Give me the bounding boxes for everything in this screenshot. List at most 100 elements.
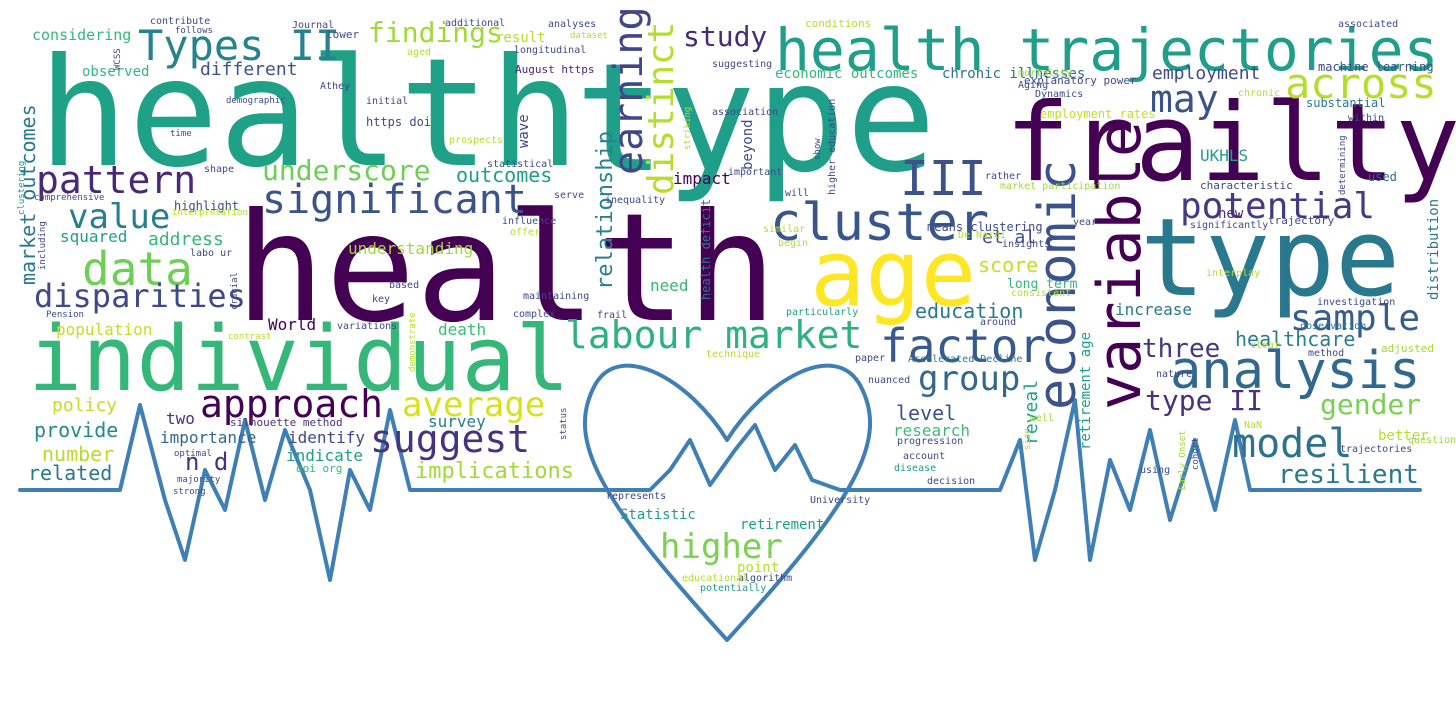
word: strong — [173, 487, 206, 497]
word: cluster — [770, 193, 989, 253]
word: optimal — [174, 449, 212, 459]
word: indicate — [286, 446, 363, 465]
word: different — [200, 59, 298, 80]
word: chronic — [1238, 88, 1280, 99]
word: means clustering — [927, 220, 1043, 234]
word: study — [683, 20, 767, 53]
word: interpretation — [172, 208, 248, 218]
word: statistical — [487, 159, 553, 170]
word: clustering — [17, 161, 27, 215]
word: employment — [1152, 63, 1260, 84]
word: status — [559, 407, 569, 440]
word: silhouette method — [230, 416, 343, 429]
word: type — [575, 32, 936, 206]
word: policy — [52, 395, 117, 416]
word: better — [1378, 428, 1429, 444]
word: determining — [1338, 135, 1348, 195]
word: year — [1073, 217, 1097, 228]
word: used — [1368, 170, 1397, 184]
word: retirement age — [1078, 332, 1094, 450]
word: chronic illnesses — [942, 66, 1085, 82]
word: score — [978, 253, 1038, 277]
word: retirement — [740, 517, 824, 533]
word: comprehensive — [34, 193, 104, 203]
word: serve — [554, 190, 584, 201]
word: implications — [415, 459, 574, 484]
word: squared — [60, 227, 127, 246]
word: frailty — [1005, 81, 1456, 206]
word: suggesting — [712, 59, 772, 70]
word: August https — [515, 63, 594, 76]
word: De Nardi — [958, 230, 1006, 241]
word: health — [235, 182, 777, 356]
word: population — [56, 320, 152, 339]
word: findings — [368, 16, 503, 49]
word: insights — [1002, 239, 1050, 250]
word: clear — [1250, 340, 1280, 351]
word: based — [389, 280, 419, 291]
word: pattern — [36, 158, 196, 202]
word: labo ur — [190, 248, 232, 259]
word: Accelerated Decline — [908, 354, 1022, 365]
word: individual — [28, 307, 570, 412]
word: model — [1232, 421, 1352, 467]
word: III — [900, 151, 987, 207]
word: progression — [897, 436, 963, 447]
word: provide — [34, 418, 118, 442]
word: complex — [513, 309, 555, 320]
word: Types II — [138, 21, 340, 70]
heart-outline — [582, 363, 873, 642]
word: begin — [778, 238, 808, 249]
word: follows — [175, 26, 213, 36]
word: well — [1030, 413, 1054, 424]
word: et al — [982, 227, 1036, 248]
word: key — [372, 294, 390, 305]
word: account — [903, 451, 945, 462]
word: size — [1023, 428, 1033, 450]
word: doi org — [296, 462, 342, 475]
word: initial — [366, 96, 408, 107]
word: prospects — [449, 135, 503, 146]
word: demographic — [226, 96, 286, 106]
word: question — [1408, 435, 1456, 446]
word: using — [1140, 465, 1170, 476]
word: health trajectories — [775, 16, 1438, 84]
word: factor — [880, 319, 1046, 373]
word: Aging — [1018, 80, 1048, 91]
word: Journal — [292, 20, 334, 31]
word: Athey — [320, 81, 350, 92]
word: outcomes — [456, 163, 552, 187]
word: analyses — [548, 19, 596, 30]
word: cohort — [1191, 437, 1201, 470]
word: understanding — [348, 239, 473, 258]
word: contribute — [150, 16, 210, 27]
word: adjusted — [1381, 342, 1434, 355]
word: disease — [894, 463, 936, 474]
word: sample — [1290, 298, 1420, 339]
word: disparities — [34, 277, 246, 315]
word: aged — [407, 47, 431, 58]
word: trajectory — [1268, 214, 1335, 227]
word: associated — [1338, 19, 1398, 30]
word: across — [1285, 59, 1437, 108]
word: type — [1140, 196, 1400, 321]
word: show — [813, 138, 823, 160]
word: consistent — [1011, 288, 1071, 299]
word: observation — [1300, 321, 1366, 332]
word: within — [1348, 113, 1384, 124]
word: represents — [606, 491, 666, 502]
word: need — [650, 276, 689, 295]
word: may — [1150, 77, 1219, 121]
word: healthcare — [1235, 327, 1355, 351]
word: new — [1218, 206, 1244, 222]
word: health — [38, 27, 580, 201]
word: number — [42, 442, 114, 466]
word: market participation — [1000, 181, 1120, 192]
word: highlight — [174, 199, 239, 213]
word: association — [712, 107, 778, 118]
word: substantial — [1306, 96, 1385, 110]
word: characteristic — [1200, 179, 1293, 192]
word: analysis — [1170, 341, 1420, 401]
word: result — [495, 30, 546, 46]
